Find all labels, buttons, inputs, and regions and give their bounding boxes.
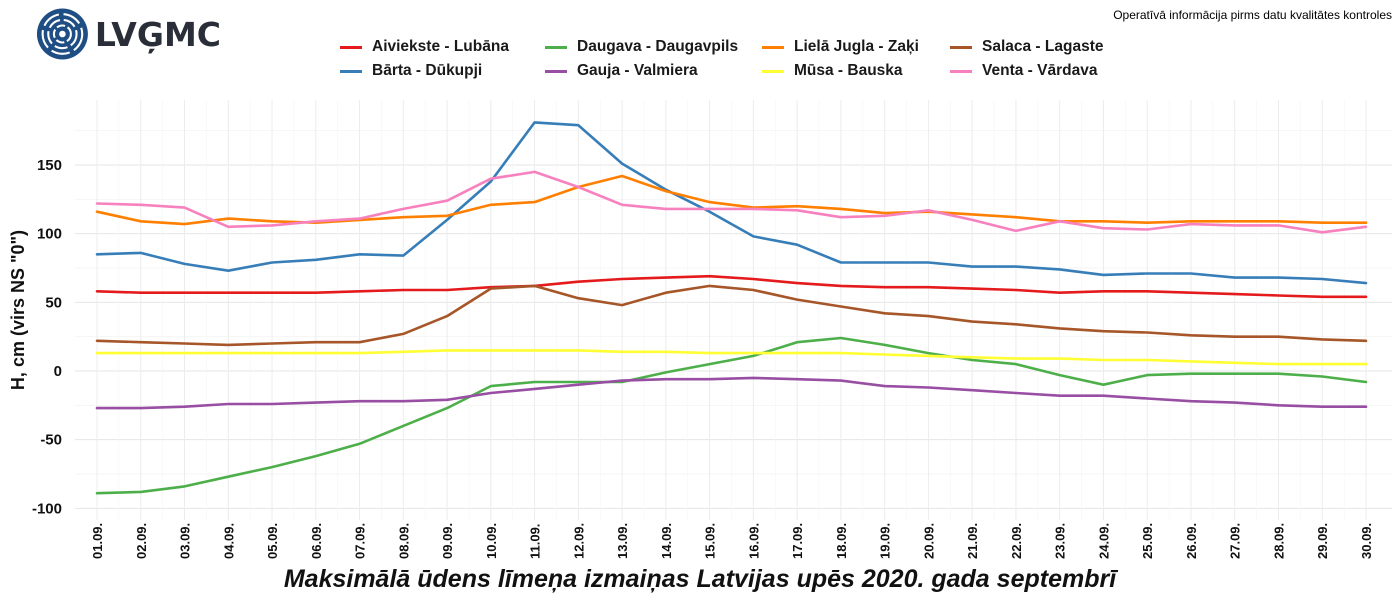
logo: LVĢMC [36,6,221,62]
legend-item-liela-jugla: Lielā Jugla - Zaķi [762,38,919,56]
series-line-3 [95,336,1368,495]
series-line-4 [95,376,1368,410]
x-tick-label: 21.09. [965,523,980,559]
logo-text: LVĢMC [94,14,221,54]
legend-swatch [340,45,362,49]
x-tick-label: 24.09. [1096,523,1111,559]
legend-swatch [762,69,784,73]
x-tick-label: 02.09. [134,523,149,559]
x-tick-label: 01.09. [90,523,105,559]
legend-swatch [545,69,567,73]
x-tick-label: 25.09. [1140,523,1155,559]
y-tick-label: 0 [54,363,62,380]
x-tick-label: 29.09. [1315,523,1330,559]
x-tick-label: 18.09. [834,523,849,559]
x-tick-label: 19.09. [878,523,893,559]
x-tick-label: 14.09. [659,523,674,559]
x-tick-label: 11.09. [528,524,543,559]
legend-item-musa: Mūsa - Bauska [762,62,903,80]
legend-swatch [340,69,362,73]
series-line-2 [95,121,1368,285]
x-tick-label: 27.09. [1228,523,1243,559]
legend-item-aiviekste: Aiviekste - Lubāna [340,38,509,56]
x-tick-label: 16.09. [746,523,761,559]
chart-title: Maksimālā ūdens līmeņa izmaiņas Latvijas… [283,565,1117,593]
x-tick-label: 30.09. [1359,523,1374,559]
legend-swatch [950,45,972,49]
x-tick-label: 10.09. [484,523,499,559]
x-tick-label: 03.09. [178,523,193,559]
x-tick-label: 17.09. [790,523,805,559]
x-tick-label: 13.09. [615,523,630,559]
legend-label: Gauja - Valmiera [577,62,698,79]
y-tick-label: 100 [37,226,62,243]
x-tick-label: 07.09. [353,523,368,559]
legend-item-venta: Venta - Vārdava [950,62,1097,80]
x-tick-label: 23.09. [1053,523,1068,559]
x-tick-label: 08.09. [396,523,411,559]
x-tick-label: 22.09. [1009,523,1024,559]
series-line-7 [95,284,1368,347]
series-line-8 [95,170,1368,234]
legend-label: Venta - Vārdava [982,62,1098,79]
logo-emblem [36,8,88,60]
x-tick-label: 26.09. [1184,523,1199,559]
legend-label: Bārta - Dūkupji [372,62,483,79]
y-axis-label: H, cm (virs NS "0") [8,229,28,391]
series-line-6 [95,349,1368,366]
legend-swatch [762,45,784,49]
x-tick-label: 05.09. [265,523,280,559]
x-tick-label: 09.09. [440,523,455,559]
y-tick-label: 50 [45,294,62,311]
legend-label: Aiviekste - Lubāna [372,38,509,55]
legend-item-gauja: Gauja - Valmiera [545,62,698,80]
legend-item-salaca: Salaca - Lagaste [950,38,1103,56]
legend-label: Daugava - Daugavpils [577,38,739,55]
x-tick-label: 15.09. [703,523,718,559]
series-line-1 [95,274,1368,299]
x-tick-label: 04.09. [221,523,236,559]
y-tick-label: -100 [32,500,62,517]
legend-swatch [545,45,567,49]
plot-area [75,100,1392,520]
y-tick-label: -50 [40,432,62,449]
legend-item-barta: Bārta - Dūkupji [340,62,482,80]
x-tick-label: 28.09. [1271,523,1286,559]
x-tick-label: 06.09. [309,523,324,559]
x-tick-label: 12.09. [571,523,586,559]
legend-swatch [950,69,972,73]
y-tick-label: 150 [37,157,62,174]
data-quality-note: Operatīvā informācija pirms datu kvalitā… [1113,8,1392,22]
legend-item-daugava: Daugava - Daugavpils [545,38,738,56]
legend-label: Lielā Jugla - Zaķi [794,38,919,55]
chart-legend: Aiviekste - Lubāna Bārta - Dūkupji Dauga… [340,38,1140,86]
x-tick-label: 20.09. [921,523,936,559]
legend-label: Mūsa - Bauska [794,62,903,79]
legend-label: Salaca - Lagaste [982,38,1104,55]
